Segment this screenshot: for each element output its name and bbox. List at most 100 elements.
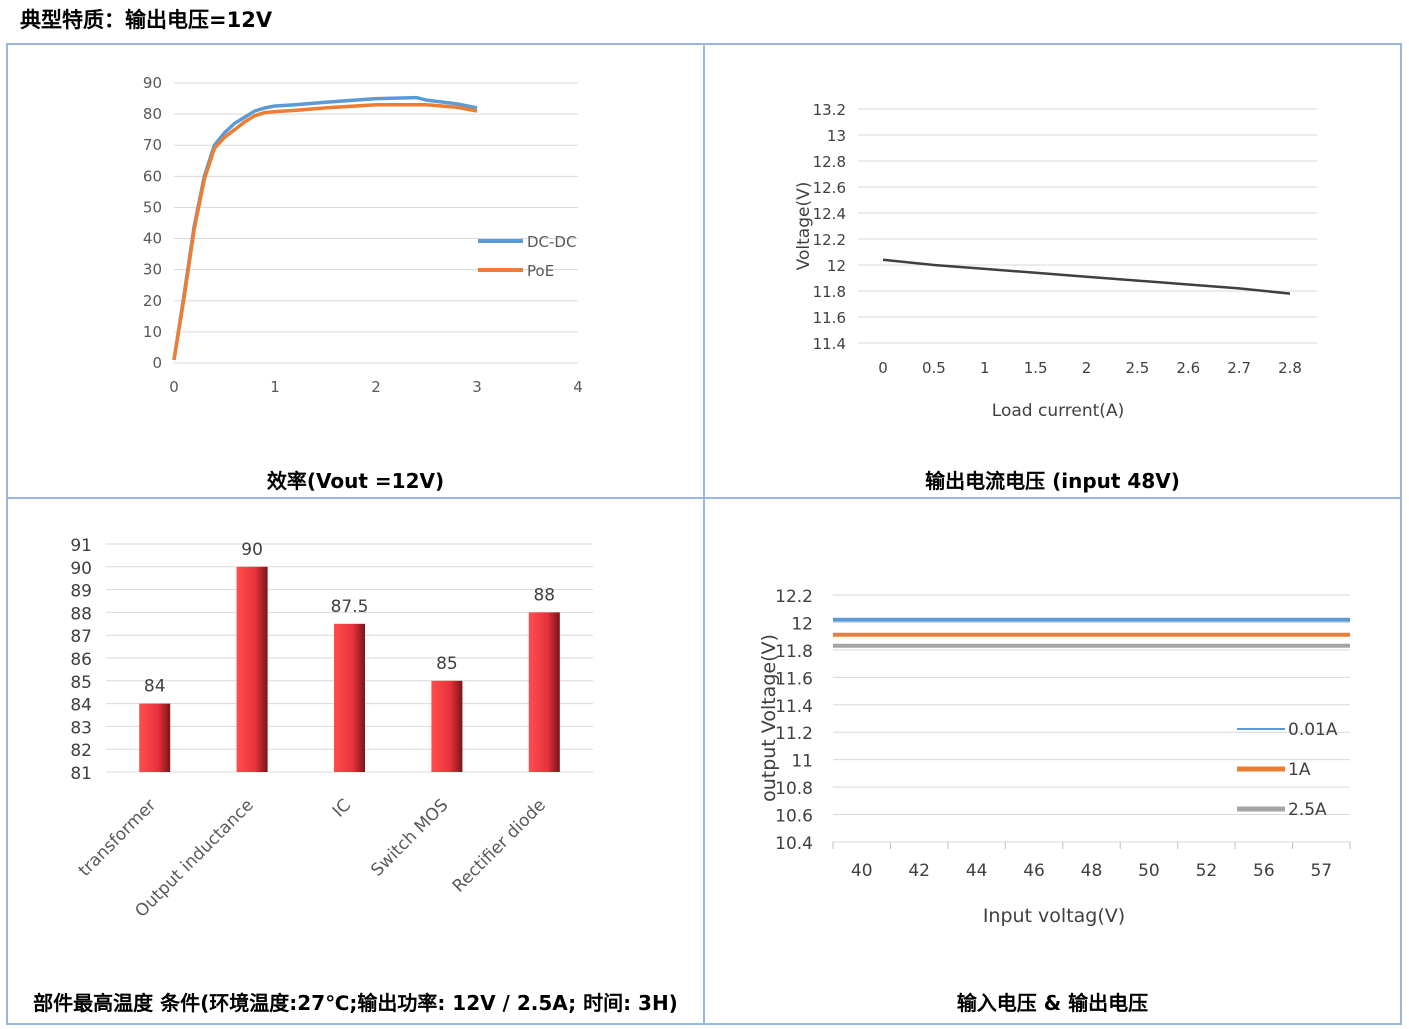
bar-4	[431, 680, 463, 772]
x-tick-label: 1.5	[1024, 359, 1048, 377]
y-tick-label: 90	[70, 559, 92, 579]
y-tick-label: 84	[70, 696, 92, 716]
y-tick-label: 10	[143, 323, 162, 341]
x-axis-title: Load current(A)	[992, 401, 1124, 421]
page-title: 典型特质：输出电压=12V	[20, 8, 273, 32]
x-category-label: IC	[329, 795, 355, 821]
y-tick-label: 11.4	[813, 335, 846, 353]
x-tick-label: 46	[1023, 861, 1045, 881]
x-tick-label: 2.5	[1125, 359, 1149, 377]
x-tick-label: 0	[169, 378, 179, 396]
y-tick-label: 10.6	[775, 807, 813, 827]
efficiency-chart-caption: 效率(Vout =12V)	[266, 469, 445, 493]
input-output-voltage-chart: 10.4 10.6 10.8 11 11.2 11.4 11.6 11.8 12 12.2 40 42…	[758, 587, 1351, 927]
y-tick-label: 50	[143, 198, 162, 216]
y-tick-label: 91	[70, 536, 92, 556]
legend-label: 2.5A	[1288, 800, 1327, 820]
series-line-voltage	[882, 258, 1291, 295]
x-tick-label: 52	[1196, 861, 1218, 881]
y-tick-label: 11.4	[775, 697, 813, 717]
bar-data-label: 84	[144, 677, 166, 697]
grid-divider-vertical	[703, 43, 705, 1025]
y-tick-label: 60	[143, 167, 162, 185]
x-category-label: Rectifier diode	[449, 795, 550, 896]
x-tick-label: 0.5	[922, 359, 946, 377]
y-tick-label: 81	[70, 764, 92, 784]
y-tick-label: 11.2	[775, 724, 813, 744]
x-tick-label: 1	[980, 359, 990, 377]
input-output-chart-caption: 输入电压 & 输出电压	[956, 991, 1149, 1015]
x-tick-label: 48	[1081, 861, 1103, 881]
bar-data-label: 90	[241, 540, 263, 560]
y-tick-label: 12	[791, 614, 813, 634]
bar-5	[528, 612, 560, 772]
y-tick-label: 90	[143, 74, 162, 92]
x-tick-label: 3	[472, 378, 482, 396]
y-tick-label: 82	[70, 741, 92, 761]
load-voltage-chart-panel: 11.4 11.6 11.8 12 12.2 12.4 12.6 12.8 13 13.2 0 0.5…	[705, 45, 1400, 497]
efficiency-chart: 0 10 20 30 40 50 60 70 80 90 0 1 2 3 4 DC-DC PoE	[143, 74, 583, 396]
y-tick-label: 12.6	[813, 179, 846, 197]
y-tick-label: 10.8	[775, 779, 813, 799]
y-tick-label: 12.4	[813, 205, 846, 223]
bar-1	[139, 703, 171, 772]
y-tick-label: 11	[791, 752, 813, 772]
y-tick-label: 86	[70, 650, 92, 670]
temperature-chart-caption: 部件最高温度 条件(环境温度:27℃;输出功率: 12V / 2.5A; 时间:…	[33, 991, 678, 1015]
y-tick-label: 13	[827, 127, 846, 145]
y-tick-label: 12.8	[813, 153, 846, 171]
legend-label: 1A	[1288, 760, 1311, 780]
grid-divider-horizontal	[6, 497, 1402, 499]
x-category-label: transformer	[75, 795, 160, 880]
y-tick-label: 40	[143, 230, 162, 248]
bar-2	[236, 566, 268, 772]
x-tick-label: 44	[966, 861, 988, 881]
series-line-dc-dc	[172, 95, 478, 361]
legend-label: 0.01A	[1288, 720, 1338, 740]
y-tick-label: 70	[143, 136, 162, 154]
y-tick-label: 85	[70, 673, 92, 693]
x-axis-title: Input voltag(V)	[983, 905, 1125, 927]
y-tick-label: 87	[70, 627, 92, 647]
y-tick-label: 20	[143, 292, 162, 310]
y-tick-label: 89	[70, 582, 92, 602]
y-axis-title: output Voltage(V)	[758, 634, 780, 802]
y-tick-label: 12.2	[775, 587, 813, 607]
x-tick-label: 40	[851, 861, 873, 881]
x-tick-label: 1	[270, 378, 280, 396]
y-tick-label: 11.8	[813, 283, 846, 301]
bar-3	[334, 623, 365, 772]
x-tick-label: 2	[371, 378, 381, 396]
input-output-chart-panel: 10.4 10.6 10.8 11 11.2 11.4 11.6 11.8 12 12.2 40 42…	[705, 499, 1400, 1023]
bar-data-label: 85	[436, 654, 458, 674]
bar-data-label: 88	[533, 585, 555, 605]
y-tick-label: 12.2	[813, 231, 846, 249]
load-voltage-chart-caption: 输出电流电压 (input 48V)	[925, 469, 1180, 493]
x-tick-label: 56	[1253, 861, 1275, 881]
x-tick-label: 2	[1082, 359, 1092, 377]
y-tick-label: 11.6	[775, 669, 813, 689]
legend-label: DC-DC	[527, 233, 576, 251]
x-tick-label: 2.6	[1176, 359, 1200, 377]
y-tick-label: 11.6	[813, 309, 846, 327]
y-tick-label: 30	[143, 261, 162, 279]
series-line-poe	[172, 103, 478, 361]
x-tick-label: 0	[878, 359, 888, 377]
temperature-bar-chart: 818283848586878889909184transformer90Out…	[70, 536, 593, 922]
x-tick-label: 42	[908, 861, 930, 881]
y-tick-label: 12	[827, 257, 846, 275]
y-tick-label: 0	[152, 354, 162, 372]
x-tick-label: 50	[1138, 861, 1160, 881]
y-tick-label: 83	[70, 718, 92, 738]
temperature-chart-panel: 81 82 83 84 85 86 87 88 89 90 91 84 transformer 90 Out…	[8, 499, 703, 1023]
x-tick-label: 2.7	[1227, 359, 1251, 377]
legend-label: PoE	[527, 262, 554, 280]
y-tick-label: 80	[143, 105, 162, 123]
y-axis-title: Voltage(V)	[794, 182, 814, 271]
y-tick-label: 11.8	[775, 642, 813, 662]
y-tick-label: 13.2	[813, 101, 846, 119]
efficiency-chart-panel: 0 10 20 30 40 50 60 70 80 90 0 1 2 3 4 DC-DC PoE 效率(Vout…	[8, 45, 703, 497]
x-tick-label: 4	[573, 378, 583, 396]
y-tick-label: 88	[70, 604, 92, 624]
